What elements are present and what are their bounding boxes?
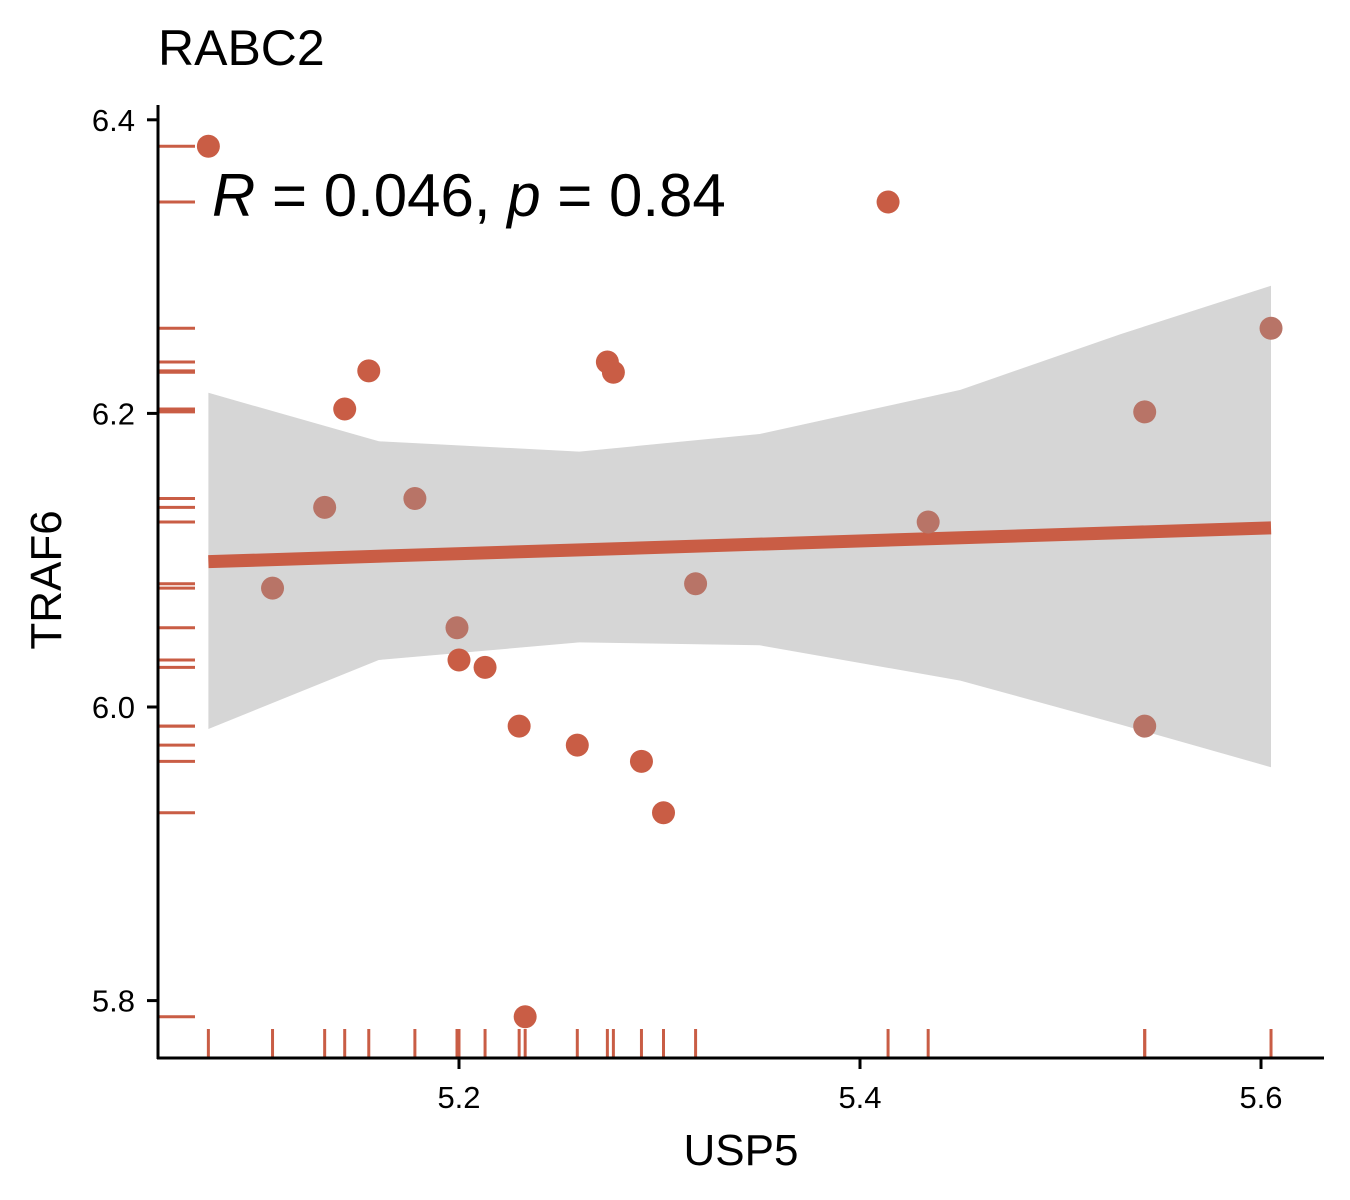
data-point bbox=[513, 1005, 537, 1029]
regression-line-layer bbox=[208, 521, 1272, 569]
data-point bbox=[313, 495, 337, 519]
data-point bbox=[629, 749, 653, 773]
data-point bbox=[684, 572, 708, 596]
data-point bbox=[333, 397, 357, 421]
data-points-layer bbox=[196, 134, 1283, 1029]
data-point bbox=[601, 360, 625, 384]
rug-marks-layer bbox=[159, 144, 1273, 1057]
data-point bbox=[261, 576, 285, 600]
regression-line bbox=[208, 521, 1272, 569]
y-tick-label: 6.2 bbox=[92, 396, 135, 431]
y-tick-label: 6.0 bbox=[92, 690, 135, 725]
x-tick-label: 5.2 bbox=[437, 1080, 480, 1115]
x-axis-ticks: 5.2 5.4 5.6 bbox=[437, 1059, 1283, 1115]
data-point bbox=[916, 510, 940, 534]
data-point bbox=[565, 733, 589, 757]
confidence-band bbox=[208, 285, 1271, 768]
data-point bbox=[1259, 316, 1283, 340]
confidence-band-layer bbox=[208, 285, 1271, 768]
x-axis-title: USP5 bbox=[684, 1126, 799, 1175]
y-tick-label: 5.8 bbox=[92, 984, 135, 1019]
data-point bbox=[445, 616, 469, 640]
x-tick-label: 5.4 bbox=[838, 1080, 881, 1115]
x-tick-label: 5.6 bbox=[1239, 1080, 1282, 1115]
data-point bbox=[196, 134, 220, 158]
data-point bbox=[403, 487, 427, 511]
p-label: p bbox=[505, 162, 540, 229]
y-axis-ticks: 5.8 6.0 6.2 6.4 bbox=[92, 103, 157, 1019]
correlation-annotation: R = 0.046, p = 0.84 bbox=[212, 162, 726, 229]
data-point bbox=[876, 190, 900, 214]
y-tick-label: 6.4 bbox=[92, 103, 135, 138]
data-point bbox=[473, 655, 497, 679]
data-point bbox=[507, 714, 531, 738]
data-point bbox=[447, 648, 471, 672]
r-value: = 0.046, bbox=[255, 162, 507, 229]
p-value: = 0.84 bbox=[541, 162, 726, 229]
y-axis-title: TRAF6 bbox=[22, 510, 71, 649]
data-point bbox=[357, 359, 381, 383]
r-label: R bbox=[212, 162, 255, 229]
chart-title: RABC2 bbox=[158, 20, 325, 76]
data-point bbox=[1133, 714, 1157, 738]
data-point bbox=[1133, 400, 1157, 424]
data-point bbox=[652, 801, 676, 825]
